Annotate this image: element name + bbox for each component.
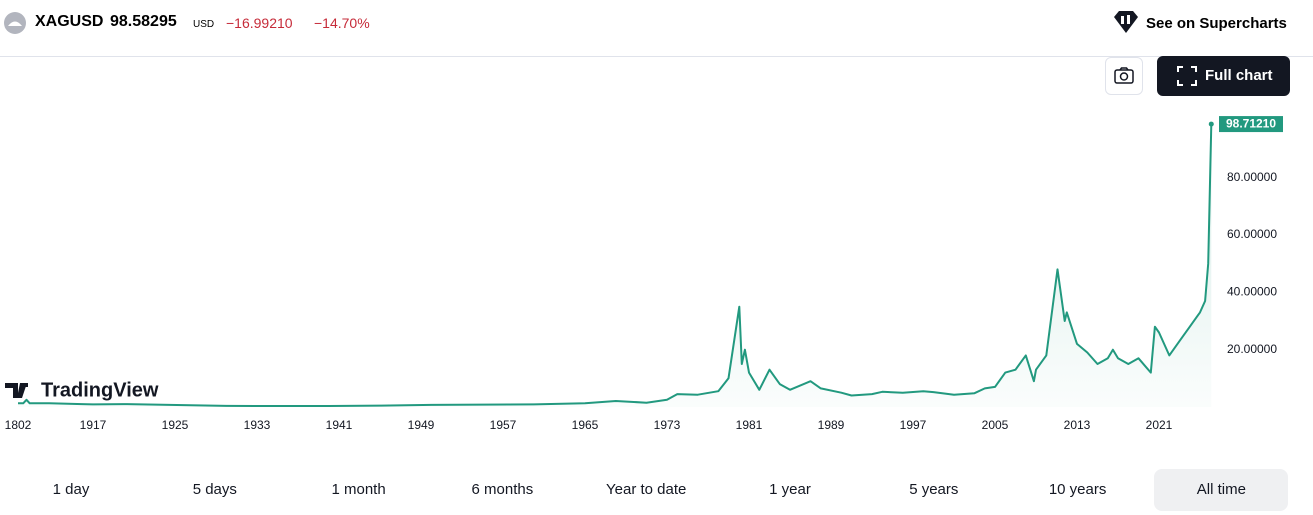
x-tick-label: 1957: [490, 418, 517, 432]
range-button[interactable]: Year to date: [606, 481, 687, 498]
price-line: [18, 124, 1213, 407]
range-button[interactable]: 5 days: [192, 481, 237, 498]
y-tick-label: 40.00000: [1227, 285, 1277, 299]
range-button[interactable]: 10 years: [1048, 481, 1107, 498]
y-tick-label: 80.00000: [1227, 170, 1277, 184]
supercharts-link[interactable]: See on Supercharts: [1146, 15, 1287, 32]
snapshot-button[interactable]: [1105, 57, 1143, 95]
change-percent: −14.70%: [314, 15, 370, 31]
x-tick-label: 2013: [1064, 418, 1091, 432]
range-button[interactable]: 1 year: [769, 481, 811, 498]
symbol-icon: [4, 12, 26, 34]
price-label: 98.71210: [1226, 117, 1276, 131]
camera-icon: [1114, 67, 1134, 84]
price: 98.58295: [110, 13, 177, 30]
change: −16.99210: [226, 15, 293, 31]
x-tick-label: 1997: [900, 418, 927, 432]
x-tick-label: 1965: [572, 418, 599, 432]
x-tick-label: 1949: [408, 418, 435, 432]
logo-icon: [5, 383, 28, 398]
x-tick-label: 1981: [736, 418, 763, 432]
y-tick-label: 20.00000: [1227, 342, 1277, 356]
currency: USD: [193, 19, 215, 30]
last-point: [1208, 121, 1214, 127]
x-tick-label: 1989: [818, 418, 845, 432]
x-tick-label: 1925: [162, 418, 189, 432]
range-button[interactable]: 5 years: [909, 481, 959, 498]
y-tick-label: 60.00000: [1227, 227, 1277, 241]
x-tick-label: 1933: [244, 418, 271, 432]
x-tick-label: 2005: [982, 418, 1009, 432]
x-tick-label: 1917: [80, 418, 107, 432]
area-fill: [18, 124, 1212, 407]
x-tick-label: 1941: [326, 418, 353, 432]
plot: 1802 1917 1925 1933 1941 1949 1957 1965 1973 1981…: [5, 116, 1283, 432]
x-tick-label: 1973: [654, 418, 681, 432]
full-chart-button[interactable]: Full chart: [1157, 56, 1290, 96]
x-tick-label: 2021: [1146, 418, 1173, 432]
range-button[interactable]: 1 day: [52, 481, 90, 498]
price-label-bg: [1219, 116, 1283, 133]
symbol: XAGUSD: [35, 13, 104, 30]
chart: 1802 1917 1925 1933 1941 1949 1957 1965 1973 1981…: [0, 56, 1313, 432]
range-button[interactable]: 6 months: [471, 481, 534, 498]
logo-text: TradingView: [41, 379, 159, 401]
x-tick-label: 1802: [5, 418, 32, 432]
full-chart-label: Full chart: [1205, 67, 1273, 84]
range-button[interactable]: 1 month: [331, 481, 386, 498]
expand-icon: [1177, 66, 1197, 86]
supercharts-icon[interactable]: [1112, 10, 1140, 36]
logo: TradingView: [5, 379, 159, 401]
range-button[interactable]: All time: [1154, 469, 1289, 511]
